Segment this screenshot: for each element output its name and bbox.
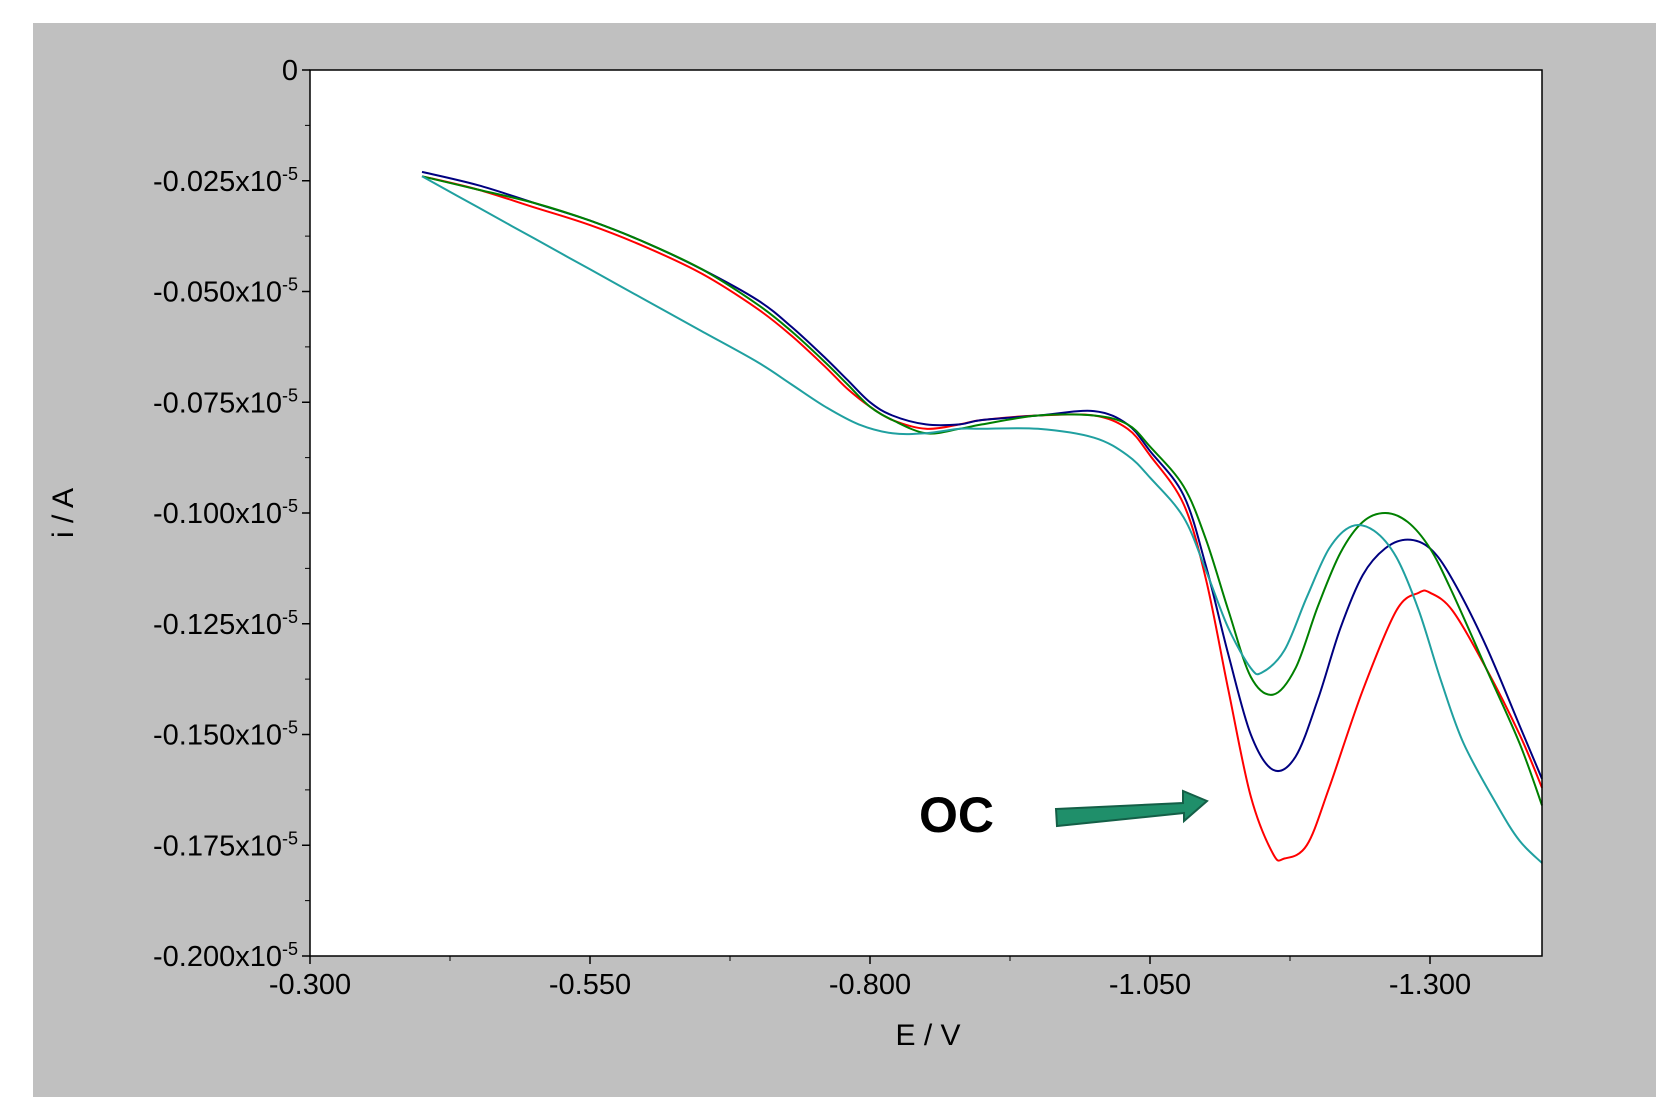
- y-tick-label: -0.175x10-5: [153, 828, 298, 862]
- plot-area: [310, 70, 1542, 956]
- x-axis-title: E / V: [895, 1019, 960, 1052]
- annotation-arrow: [1054, 789, 1209, 828]
- y-tick-label: -0.200x10-5: [153, 939, 298, 973]
- series-line-4: [421, 175, 1543, 864]
- series-lines: [421, 170, 1543, 864]
- x-tick-label: -0.300: [269, 969, 351, 1001]
- series-line-1: [421, 175, 1543, 862]
- annotation-oc-label: OC: [919, 787, 994, 843]
- y-axis-ticks: 0 -0.025x10-5 -0.050x10-5 -0.075x10-5 -0.100…: [153, 55, 310, 973]
- y-tick-label: -0.050x10-5: [153, 275, 298, 309]
- x-tick-label: -1.300: [1389, 969, 1471, 1001]
- series-line-3: [421, 175, 1543, 806]
- y-tick-label: -0.125x10-5: [153, 607, 298, 641]
- x-axis-ticks: -0.300 -0.550 -0.800 -1.050 -1.300: [269, 956, 1471, 1001]
- chart-frame: 0 -0.025x10-5 -0.050x10-5 -0.075x10-5 -0.100…: [33, 23, 1656, 1097]
- y-tick-label: -0.150x10-5: [153, 718, 298, 752]
- x-tick-label: -1.050: [1109, 969, 1191, 1001]
- x-tick-label: -0.800: [829, 969, 911, 1001]
- y-axis-title: i / A: [47, 488, 80, 538]
- x-tick-label: -0.550: [549, 969, 631, 1001]
- y-tick-label: 0: [282, 55, 298, 87]
- y-tick-label: -0.075x10-5: [153, 385, 298, 419]
- y-tick-label: -0.025x10-5: [153, 164, 298, 198]
- y-tick-label: -0.100x10-5: [153, 496, 298, 530]
- voltammogram-chart: 0 -0.025x10-5 -0.050x10-5 -0.075x10-5 -0.100…: [47, 55, 1543, 1052]
